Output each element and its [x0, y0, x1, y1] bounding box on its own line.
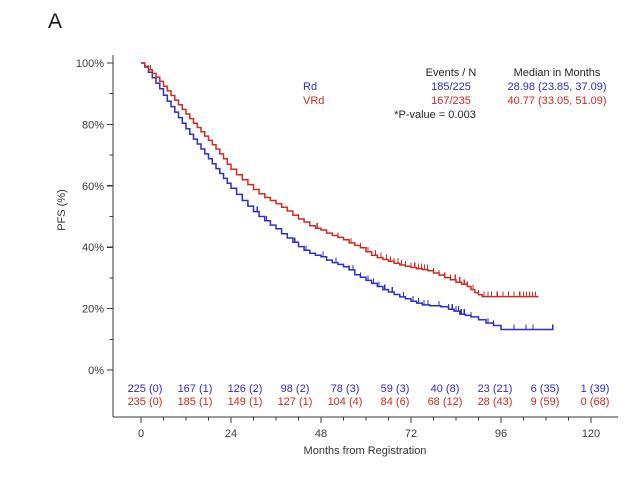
legend-events-vrd: 167/235 [431, 95, 471, 107]
risk-count-cell: 0 (68) [580, 396, 610, 408]
legend-name-vrd: VRd [303, 95, 325, 107]
x-tick-label: 72 [405, 428, 417, 440]
risk-count-cell: 40 (8) [430, 383, 460, 395]
legend-median-vrd: 40.77 (33.05, 51.09) [507, 95, 607, 107]
y-tick-label: 20% [82, 304, 104, 316]
legend-name-rd: Rd [303, 81, 318, 93]
at-risk-row-rd: 225 (0) 167 (1) 126 (2) 98 (2) 78 (3) 59 (3) 4… [120, 383, 620, 396]
legend-header-median: Median in Months [513, 67, 601, 79]
x-tick-label: 48 [315, 428, 327, 440]
y-tick-label: 100% [76, 58, 104, 70]
risk-count-cell: 167 (1) [177, 383, 213, 395]
risk-count-cell: 84 (6) [380, 396, 410, 408]
legend-median-rd: 28.98 (23.85, 37.09) [507, 81, 607, 93]
legend-events-rd: 185/225 [431, 81, 471, 93]
x-tick-label: 0 [138, 428, 144, 440]
x-axis-title: Months from Registration [303, 445, 427, 457]
risk-count-cell: 98 (2) [280, 383, 310, 395]
risk-count-cell: 78 (3) [330, 383, 360, 395]
y-tick-label: 0% [88, 365, 104, 377]
risk-count-cell: 6 (35) [530, 383, 560, 395]
risk-count-cell: 1 (39) [580, 383, 610, 395]
risk-count-cell: 9 (59) [530, 396, 560, 408]
y-axis-title: PFS (%) [56, 189, 68, 231]
risk-count-cell: 68 (12) [427, 396, 463, 408]
x-tick-label: 24 [225, 428, 237, 440]
y-tick-label: 60% [82, 181, 104, 193]
risk-count-cell: 149 (1) [227, 396, 263, 408]
km-curve-rd [141, 62, 554, 331]
at-risk-row-vrd: 235 (0) 185 (1) 149 (1) 127 (1) 104 (4) 84 (6… [120, 396, 620, 409]
x-tick-label: 120 [582, 428, 600, 440]
risk-count-cell: 23 (21) [477, 383, 513, 395]
risk-count-cell: 127 (1) [277, 396, 313, 408]
y-tick-label: 80% [82, 119, 104, 131]
risk-count-cell: 28 (43) [477, 396, 513, 408]
risk-count-cell: 225 (0) [127, 383, 163, 395]
panel-label: A [48, 10, 63, 33]
y-tick-label: 40% [82, 242, 104, 254]
risk-count-cell: 104 (4) [327, 396, 363, 408]
risk-count-cell: 126 (2) [227, 383, 263, 395]
risk-count-cell: 59 (3) [380, 383, 410, 395]
risk-count-cell: 235 (0) [127, 396, 163, 408]
legend-pvalue: *P-value = 0.003 [394, 109, 476, 121]
risk-count-cell: 185 (1) [177, 396, 213, 408]
x-tick-label: 96 [495, 428, 507, 440]
legend-header-events: Events / N [425, 67, 477, 79]
